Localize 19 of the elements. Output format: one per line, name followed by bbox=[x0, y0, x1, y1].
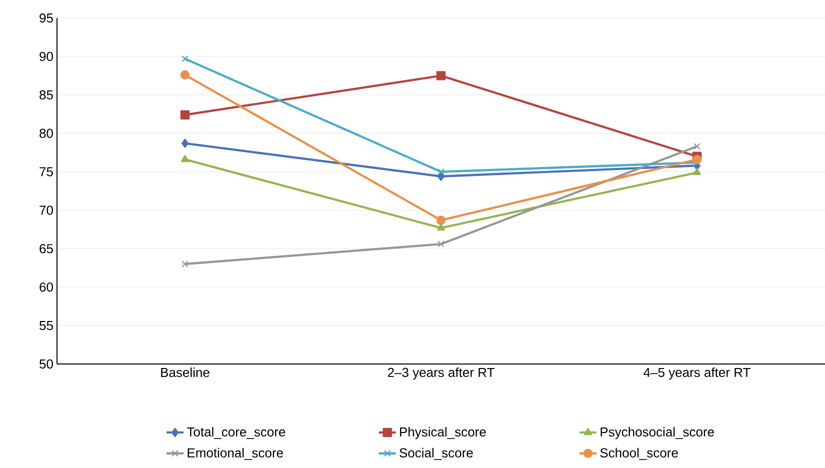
legend-label: Psychosocial_score bbox=[600, 427, 714, 440]
y-tick-label: 95 bbox=[40, 13, 53, 23]
y-tick-label: 90 bbox=[40, 52, 53, 62]
y-tick-label: 55 bbox=[40, 321, 53, 330]
x-tick-label: 2–3 years after RT bbox=[388, 368, 494, 380]
legend-label: Total_core_score bbox=[187, 427, 286, 440]
x-tick-label: Baseline bbox=[161, 368, 210, 378]
legend-label: Physical_score bbox=[400, 427, 486, 440]
legend-label: School_score bbox=[600, 448, 678, 460]
x-tick-label: 4–5 years after RT bbox=[644, 368, 750, 380]
y-tick-label: 50 bbox=[40, 359, 53, 369]
legend-label: Emotional_score bbox=[188, 448, 283, 460]
y-tick-label: 75 bbox=[40, 167, 53, 176]
y-tick-label: 70 bbox=[40, 206, 53, 215]
y-tick-label: 65 bbox=[40, 244, 53, 254]
y-tick-label: 60 bbox=[40, 282, 53, 292]
y-tick-label: 85 bbox=[40, 90, 53, 100]
legend-label: Social_score bbox=[400, 448, 473, 460]
y-tick-label: 80 bbox=[40, 128, 53, 138]
